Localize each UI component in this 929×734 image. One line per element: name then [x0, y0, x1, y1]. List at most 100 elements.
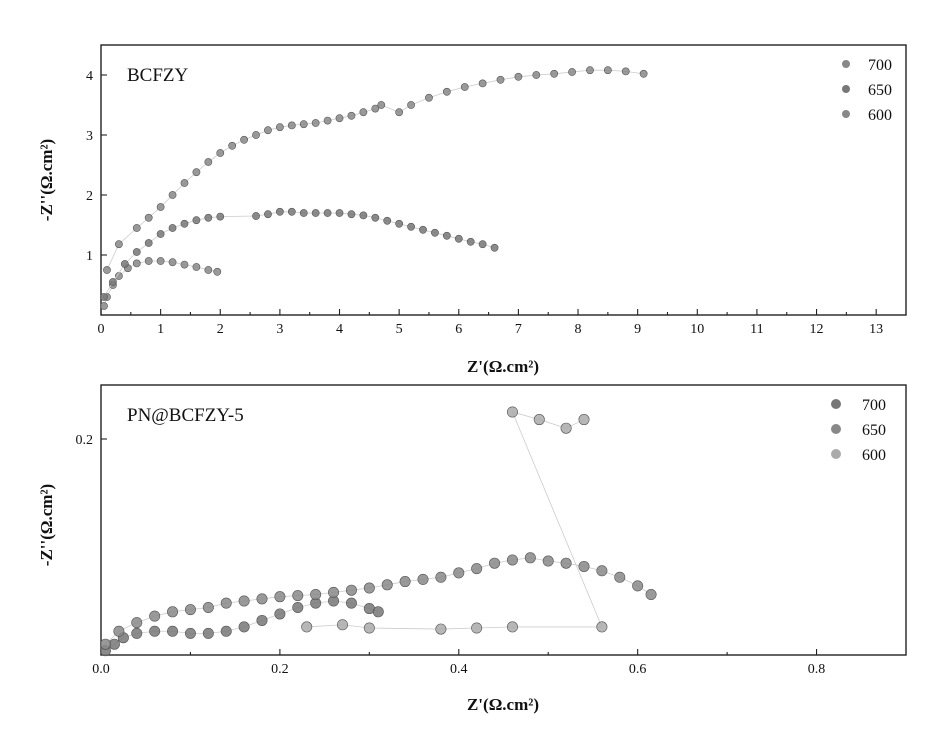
data-point-700-17 — [372, 606, 384, 618]
data-point-700-9 — [238, 621, 250, 633]
data-point-600-2 — [132, 224, 141, 232]
data-point-650-21 — [471, 563, 483, 575]
data-point-600-31 — [514, 72, 523, 81]
data-point-700-0 — [100, 302, 108, 310]
data-point-650-0 — [99, 638, 111, 650]
data-point-600-28 — [460, 83, 469, 91]
data-point-650-15 — [363, 582, 375, 594]
data-point-600-19 — [335, 114, 344, 123]
data-point-700-6 — [144, 257, 153, 265]
data-point-650-2 — [131, 617, 143, 629]
x-tick-label-10: 10 — [690, 322, 704, 337]
data-point-650-17 — [323, 209, 332, 217]
data-point-600-26 — [425, 93, 433, 102]
data-point-600-4 — [471, 622, 483, 634]
plot-frame-bottom — [100, 384, 907, 656]
legend-label-600-top: 600 — [868, 107, 892, 124]
data-point-650-23 — [506, 554, 518, 566]
data-point-700-4 — [149, 625, 161, 637]
data-point-650-0 — [100, 293, 108, 301]
data-point-600-33 — [550, 69, 559, 78]
data-point-650-27 — [442, 231, 451, 240]
data-point-700-11 — [274, 608, 286, 620]
data-point-600-15 — [287, 121, 296, 130]
data-point-600-18 — [323, 116, 332, 125]
data-point-650-5 — [184, 604, 196, 616]
legend-label-700-top: 700 — [868, 57, 892, 74]
chart-title-bottom: PN@BCFZY-5 — [127, 405, 244, 426]
data-point-650-9 — [204, 213, 213, 222]
legend-marker-650-bottom — [831, 424, 841, 434]
data-point-650-4 — [167, 606, 179, 618]
data-point-650-19 — [347, 210, 356, 219]
legend-label-700-bottom: 700 — [862, 397, 886, 414]
x-tick-label-4: 0.8 — [808, 662, 826, 677]
data-point-650-16 — [311, 209, 320, 217]
data-point-650-25 — [419, 225, 427, 234]
data-point-700-7 — [156, 257, 165, 265]
data-point-600-37 — [621, 67, 630, 76]
data-point-700-3 — [131, 627, 143, 639]
data-point-600-6 — [180, 179, 189, 187]
x-tick-label-1: 1 — [157, 322, 164, 337]
data-point-600-32 — [532, 71, 541, 79]
x-tick-label-1: 0.2 — [271, 662, 289, 677]
data-point-650-8 — [238, 595, 250, 607]
y-ticks-bottom: 0.2 — [76, 433, 107, 448]
legend-label-650-bottom: 650 — [862, 422, 886, 439]
legend-bottom: 700 650 600 — [831, 397, 886, 464]
y-tick-label-2: 3 — [86, 129, 93, 144]
legend-marker-700-bottom — [831, 399, 841, 409]
data-point-650-27 — [578, 560, 590, 572]
x-tick-label-6: 6 — [455, 322, 462, 337]
legend-label-600-bottom: 600 — [862, 447, 886, 464]
data-point-650-15 — [299, 209, 308, 217]
data-point-650-31 — [645, 589, 657, 601]
x-tick-label-13: 13 — [869, 322, 883, 337]
data-point-600-9 — [560, 422, 572, 434]
x-tick-label-0: 0.0 — [92, 662, 110, 677]
x-tick-label-0: 0 — [98, 322, 105, 337]
data-point-650-7 — [180, 219, 189, 228]
data-point-700-12 — [213, 267, 222, 276]
data-point-650-4 — [144, 239, 153, 247]
data-point-600-3 — [435, 623, 447, 635]
x-tick-label-3: 0.6 — [629, 662, 647, 677]
data-point-600-35 — [586, 66, 594, 75]
x-tick-label-12: 12 — [810, 322, 824, 337]
x-axis-label-bottom: Z'(Ω.cm²) — [467, 695, 539, 714]
data-point-650-18 — [417, 573, 429, 585]
data-point-600-8 — [204, 158, 213, 166]
data-point-650-13 — [275, 207, 284, 216]
data-point-700-15 — [345, 597, 357, 609]
data-point-650-22 — [383, 216, 392, 225]
x-tick-label-2: 0.4 — [450, 662, 468, 677]
data-point-650-24 — [407, 222, 415, 231]
data-point-650-7 — [220, 597, 232, 609]
data-point-600-10 — [228, 141, 237, 150]
data-point-650-28 — [454, 234, 463, 243]
data-point-650-20 — [453, 567, 465, 579]
data-point-600-29 — [478, 79, 487, 88]
data-point-650-6 — [168, 224, 177, 232]
data-point-650-24 — [524, 552, 536, 564]
data-point-700-11 — [204, 266, 213, 274]
data-point-650-1 — [113, 625, 125, 637]
data-point-650-13 — [328, 586, 340, 598]
y-axis-label-top: -Z''(Ω.cm²) — [37, 139, 56, 221]
series-line-600 — [306, 411, 603, 630]
data-point-600-14 — [275, 123, 284, 132]
data-point-650-30 — [632, 580, 644, 592]
data-point-600-21 — [359, 108, 368, 117]
data-point-600-22 — [371, 104, 380, 113]
data-point-600-34 — [568, 68, 576, 76]
data-point-650-17 — [399, 576, 411, 588]
data-point-700-5 — [167, 625, 179, 637]
data-point-650-21 — [371, 213, 380, 222]
data-point-700-7 — [202, 627, 214, 639]
data-point-600-1 — [114, 240, 123, 249]
data-point-650-11 — [292, 590, 304, 602]
data-point-650-29 — [614, 571, 626, 583]
